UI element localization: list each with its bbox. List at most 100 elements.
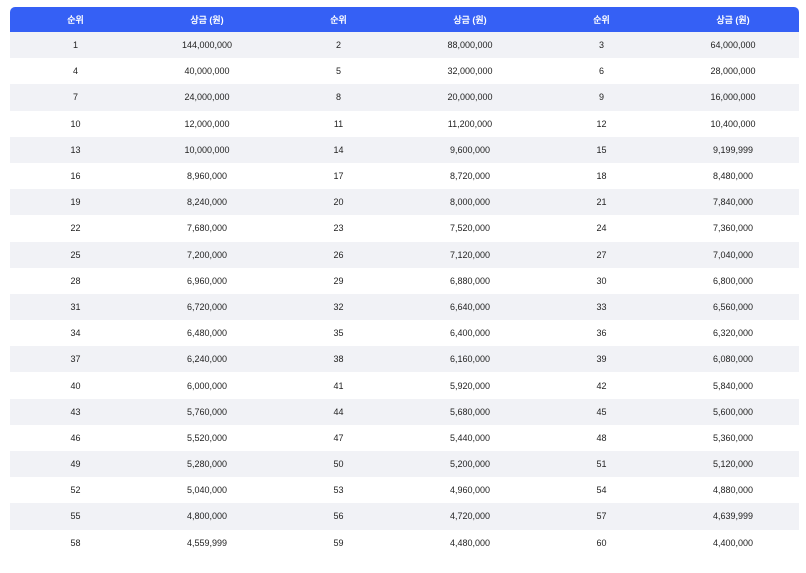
- table-row: 52 5,040,000 53 4,960,000 54 4,880,000: [10, 477, 799, 504]
- table-header: 순위 상금 (원) 순위 상금 (원) 순위 상금 (원): [10, 7, 799, 32]
- prize-cell: 5,280,000: [141, 451, 273, 478]
- table-row: 34 6,480,000 35 6,400,000 36 6,320,000: [10, 320, 799, 347]
- prize-cell: 5,760,000: [141, 398, 273, 425]
- prize-cell: 5,920,000: [404, 372, 536, 399]
- prize-cell: 6,000,000: [141, 372, 273, 399]
- table-row: 37 6,240,000 38 6,160,000 39 6,080,000: [10, 346, 799, 373]
- rank-cell: 35: [273, 320, 404, 347]
- rank-cell: 54: [536, 477, 667, 504]
- rank-cell: 12: [536, 110, 667, 137]
- prize-cell: 7,040,000: [667, 241, 799, 268]
- rank-cell: 20: [273, 189, 404, 216]
- table-row: 55 4,800,000 56 4,720,000 57 4,639,999: [10, 503, 799, 530]
- prize-cell: 6,320,000: [667, 320, 799, 347]
- rank-cell: 24: [536, 215, 667, 242]
- rank-cell: 1: [10, 32, 141, 59]
- rank-cell: 19: [10, 189, 141, 216]
- table-row: 58 4,559,999 59 4,480,000 60 4,400,000: [10, 529, 799, 556]
- rank-cell: 33: [536, 293, 667, 321]
- prize-cell: 12,000,000: [141, 110, 273, 137]
- prize-cell: 7,840,000: [667, 189, 799, 216]
- rank-cell: 60: [536, 529, 667, 556]
- prize-cell: 4,880,000: [667, 477, 799, 504]
- rank-cell: 57: [536, 503, 667, 530]
- table-row: 16 8,960,000 17 8,720,000 18 8,480,000: [10, 162, 799, 190]
- prize-cell: 8,720,000: [404, 162, 536, 190]
- rank-cell: 11: [273, 110, 404, 137]
- prize-table: 순위 상금 (원) 순위 상금 (원) 순위 상금 (원) 1 144,000,0…: [10, 7, 799, 556]
- table-row: 1 144,000,000 2 88,000,000 3 64,000,000: [10, 32, 799, 59]
- table-row: 43 5,760,000 44 5,680,000 45 5,600,000: [10, 398, 799, 425]
- rank-cell: 3: [536, 32, 667, 59]
- header-rank-col-2: 순위: [273, 7, 404, 32]
- prize-cell: 5,120,000: [667, 451, 799, 478]
- prize-cell: 10,400,000: [667, 110, 799, 137]
- rank-cell: 15: [536, 136, 667, 163]
- prize-cell: 64,000,000: [667, 32, 799, 59]
- rank-cell: 49: [10, 451, 141, 478]
- rank-cell: 42: [536, 372, 667, 399]
- table-row: 28 6,960,000 29 6,880,000 30 6,800,000: [10, 267, 799, 294]
- prize-cell: 8,960,000: [141, 162, 273, 190]
- rank-cell: 4: [10, 58, 141, 85]
- prize-cell: 5,600,000: [667, 398, 799, 425]
- rank-cell: 29: [273, 267, 404, 294]
- prize-cell: 6,400,000: [404, 320, 536, 347]
- rank-cell: 25: [10, 241, 141, 268]
- prize-cell: 6,560,000: [667, 293, 799, 321]
- header-rank-col-3: 순위: [536, 7, 667, 32]
- prize-cell: 88,000,000: [404, 32, 536, 59]
- rank-cell: 14: [273, 136, 404, 163]
- rank-cell: 58: [10, 529, 141, 556]
- prize-cell: 28,000,000: [667, 58, 799, 85]
- rank-cell: 2: [273, 32, 404, 59]
- rank-cell: 36: [536, 320, 667, 347]
- table-row: 25 7,200,000 26 7,120,000 27 7,040,000: [10, 241, 799, 268]
- rank-cell: 47: [273, 424, 404, 451]
- prize-cell: 8,480,000: [667, 162, 799, 190]
- header-row: 순위 상금 (원) 순위 상금 (원) 순위 상금 (원): [10, 7, 799, 32]
- prize-cell: 4,480,000: [404, 529, 536, 556]
- table-row: 13 10,000,000 14 9,600,000 15 9,199,999: [10, 136, 799, 163]
- prize-cell: 11,200,000: [404, 110, 536, 137]
- rank-cell: 44: [273, 398, 404, 425]
- rank-cell: 50: [273, 451, 404, 478]
- rank-cell: 31: [10, 293, 141, 321]
- header-prize-col-1: 상금 (원): [141, 7, 273, 32]
- prize-cell: 4,559,999: [141, 529, 273, 556]
- prize-cell: 6,800,000: [667, 267, 799, 294]
- prize-cell: 6,160,000: [404, 346, 536, 373]
- prize-cell: 16,000,000: [667, 84, 799, 111]
- rank-cell: 21: [536, 189, 667, 216]
- prize-cell: 7,520,000: [404, 215, 536, 242]
- rank-cell: 32: [273, 293, 404, 321]
- rank-cell: 52: [10, 477, 141, 504]
- rank-cell: 41: [273, 372, 404, 399]
- rank-cell: 28: [10, 267, 141, 294]
- rank-cell: 34: [10, 320, 141, 347]
- prize-cell: 8,240,000: [141, 189, 273, 216]
- prize-cell: 5,840,000: [667, 372, 799, 399]
- prize-cell: 6,080,000: [667, 346, 799, 373]
- rank-cell: 55: [10, 503, 141, 530]
- prize-cell: 24,000,000: [141, 84, 273, 111]
- table-row: 46 5,520,000 47 5,440,000 48 5,360,000: [10, 424, 799, 451]
- prize-cell: 5,040,000: [141, 477, 273, 504]
- rank-cell: 18: [536, 162, 667, 190]
- rank-cell: 48: [536, 424, 667, 451]
- prize-cell: 6,880,000: [404, 267, 536, 294]
- rank-cell: 23: [273, 215, 404, 242]
- rank-cell: 10: [10, 110, 141, 137]
- rank-cell: 27: [536, 241, 667, 268]
- header-prize-col-2: 상금 (원): [404, 7, 536, 32]
- table-row: 7 24,000,000 8 20,000,000 9 16,000,000: [10, 84, 799, 111]
- prize-cell: 6,240,000: [141, 346, 273, 373]
- rank-cell: 16: [10, 162, 141, 190]
- rank-cell: 53: [273, 477, 404, 504]
- rank-cell: 43: [10, 398, 141, 425]
- prize-cell: 10,000,000: [141, 136, 273, 163]
- table-row: 31 6,720,000 32 6,640,000 33 6,560,000: [10, 293, 799, 321]
- table-row: 4 40,000,000 5 32,000,000 6 28,000,000: [10, 58, 799, 85]
- prize-cell: 20,000,000: [404, 84, 536, 111]
- rank-cell: 22: [10, 215, 141, 242]
